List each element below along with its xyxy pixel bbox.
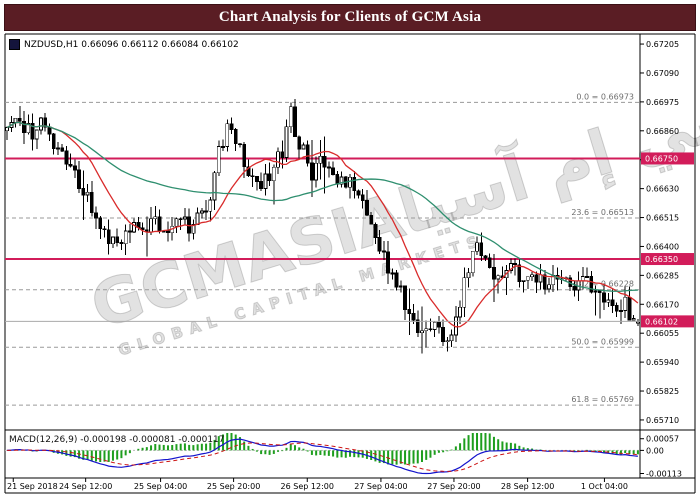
time-axis[interactable]: 21 Sep 2018 24 Sep 12:00 25 Sep 04:00 25 Se… — [7, 478, 628, 491]
svg-text:26 Sep 12:00: 26 Sep 12:00 — [281, 482, 334, 491]
price-axis[interactable]: 0.672050.670900.669750.668600.667450.666… — [640, 40, 694, 425]
svg-text:0.66975: 0.66975 — [646, 98, 679, 107]
title-text: Chart Analysis for Clients of GCM Asia — [218, 9, 482, 25]
svg-text:0.66285: 0.66285 — [646, 271, 679, 280]
chart-frame — [4, 33, 696, 494]
svg-text:0.66860: 0.66860 — [646, 127, 679, 136]
svg-text:1 Oct 04:00: 1 Oct 04:00 — [581, 482, 628, 491]
horizontal-lines[interactable] — [5, 157, 640, 261]
svg-text:0.66102: 0.66102 — [645, 317, 678, 326]
svg-text:27 Sep 04:00: 27 Sep 04:00 — [354, 482, 407, 491]
svg-text:0.00057: 0.00057 — [646, 435, 679, 444]
svg-text:0.66750: 0.66750 — [645, 154, 678, 163]
moving-averages — [6, 121, 639, 328]
svg-text:0.67205: 0.67205 — [646, 40, 679, 49]
svg-text:0.00: 0.00 — [646, 446, 664, 455]
macd-legend: MACD(12,26,9) -0.000198 -0.000081 -0.000… — [9, 435, 225, 445]
svg-text:23.6 = 0.66513: 23.6 = 0.66513 — [571, 208, 634, 217]
symbol-legend: NZDUSD,H1 0.66096 0.66112 0.66084 0.6610… — [9, 39, 239, 50]
svg-text:0.66630: 0.66630 — [646, 185, 679, 194]
svg-text:0.65825: 0.65825 — [646, 387, 679, 396]
svg-text:0.66055: 0.66055 — [646, 329, 679, 338]
svg-text:25 Sep 20:00: 25 Sep 20:00 — [207, 482, 260, 491]
svg-text:25 Sep 04:00: 25 Sep 04:00 — [134, 482, 187, 491]
svg-text:0.66515: 0.66515 — [646, 214, 679, 223]
macd-indicator: 0.00057 0.00 -0.00113 — [5, 433, 682, 479]
svg-text:21 Sep 2018: 21 Sep 2018 — [7, 482, 58, 491]
svg-text:61.8 = 0.65769: 61.8 = 0.65769 — [571, 395, 634, 404]
svg-text:0.67090: 0.67090 — [646, 69, 679, 78]
svg-text:27 Sep 20:00: 27 Sep 20:00 — [427, 482, 480, 491]
candles-series — [5, 98, 640, 354]
svg-text:0.0 = 0.66973: 0.0 = 0.66973 — [576, 92, 634, 101]
svg-text:0.65710: 0.65710 — [646, 416, 679, 425]
chart-icon[interactable] — [9, 39, 20, 50]
svg-text:0.66400: 0.66400 — [646, 242, 679, 251]
symbol-ohlc-text: NZDUSD,H1 0.66096 0.66112 0.66084 0.6610… — [24, 39, 239, 50]
svg-text:-0.00113: -0.00113 — [646, 470, 682, 479]
svg-text:50.0 = 0.65999: 50.0 = 0.65999 — [571, 337, 634, 346]
svg-text:28 Sep 12:00: 28 Sep 12:00 — [501, 482, 554, 491]
title-bar: Chart Analysis for Clients of GCM Asia — [4, 4, 696, 31]
svg-text:0.66350: 0.66350 — [645, 255, 678, 264]
svg-text:24 Sep 12:00: 24 Sep 12:00 — [59, 482, 112, 491]
svg-text:0.65940: 0.65940 — [646, 358, 679, 367]
svg-text:0.66170: 0.66170 — [646, 300, 679, 309]
